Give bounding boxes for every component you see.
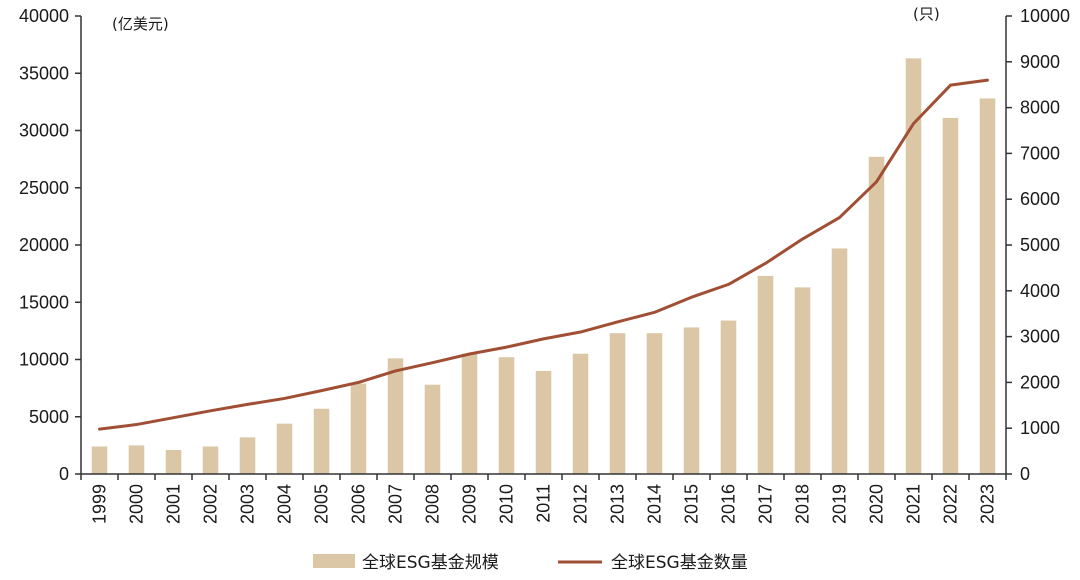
axes-group: 0500010000150002000025000300003500040000… <box>19 6 1070 524</box>
bar-2001 <box>165 449 182 474</box>
left-tick-label: 5000 <box>29 407 69 427</box>
bar-2002 <box>202 446 219 474</box>
legend-label-bar: 全球ESG基金规模 <box>362 553 499 573</box>
right-tick-label: 7000 <box>1020 143 1060 163</box>
legend-swatch-bar <box>313 554 355 568</box>
x-tick-label: 1999 <box>90 484 110 524</box>
x-tick-label: 2022 <box>941 484 961 524</box>
bar-2007 <box>387 358 404 474</box>
x-tick-label: 2006 <box>349 484 369 524</box>
x-tick-label: 2008 <box>423 484 443 524</box>
x-tick-label: 2010 <box>497 484 517 524</box>
left-tick-label: 35000 <box>19 63 69 83</box>
bar-2023 <box>979 98 996 474</box>
left-tick-label: 20000 <box>19 235 69 255</box>
bar-2000 <box>128 445 145 475</box>
bar-2018 <box>794 287 811 474</box>
bar-2006 <box>350 383 367 474</box>
bar-2005 <box>313 408 330 474</box>
right-tick-label: 3000 <box>1020 327 1060 347</box>
bar-2013 <box>609 333 626 474</box>
left-tick-label: 30000 <box>19 121 69 141</box>
bar-2011 <box>535 370 552 474</box>
bar-2014 <box>646 333 663 474</box>
x-tick-label: 2000 <box>127 484 147 524</box>
bar-series-group <box>91 58 996 475</box>
x-tick-label: 2013 <box>608 484 628 524</box>
right-axis-unit: (只) <box>913 5 940 23</box>
x-tick-label: 2011 <box>534 484 554 523</box>
left-tick-label: 40000 <box>19 6 69 26</box>
bar-2012 <box>572 353 589 474</box>
bar-2009 <box>461 353 478 474</box>
bar-2010 <box>498 357 515 474</box>
left-tick-label: 10000 <box>19 350 69 370</box>
bar-2017 <box>757 275 774 474</box>
bar-2008 <box>424 384 441 474</box>
x-tick-label: 2014 <box>645 484 665 524</box>
x-tick-label: 2020 <box>867 484 887 524</box>
bar-2020 <box>868 156 885 474</box>
bar-2003 <box>239 437 256 474</box>
right-tick-label: 10000 <box>1020 6 1070 26</box>
right-tick-label: 4000 <box>1020 281 1060 301</box>
bar-2015 <box>683 327 700 474</box>
x-tick-label: 2012 <box>571 484 591 524</box>
right-tick-label: 8000 <box>1020 98 1060 118</box>
bar-2021 <box>905 58 922 475</box>
right-tick-label: 6000 <box>1020 189 1060 209</box>
right-tick-label: 5000 <box>1020 235 1060 255</box>
right-tick-label: 2000 <box>1020 372 1060 392</box>
line-series-group <box>98 78 989 431</box>
x-tick-label: 2009 <box>460 484 480 524</box>
x-tick-label: 2002 <box>201 484 221 524</box>
x-tick-label: 2016 <box>719 484 739 524</box>
x-tick-label: 2015 <box>682 484 702 524</box>
x-tick-label: 2021 <box>904 484 924 524</box>
right-tick-label: 1000 <box>1020 418 1060 438</box>
x-tick-label: 2003 <box>238 484 258 524</box>
bar-2016 <box>720 320 737 474</box>
x-tick-label: 2004 <box>275 484 295 524</box>
bar-1999 <box>91 446 108 474</box>
right-tick-label: 9000 <box>1020 52 1060 72</box>
left-tick-label: 15000 <box>19 292 69 312</box>
x-tick-label: 2001 <box>164 484 184 524</box>
bar-2022 <box>942 117 959 474</box>
x-tick-label: 2007 <box>386 484 406 524</box>
bar-2019 <box>831 248 848 474</box>
right-tick-label: 0 <box>1020 464 1030 484</box>
left-axis-unit: (亿美元) <box>112 15 169 33</box>
x-tick-label: 2005 <box>312 484 332 524</box>
left-tick-label: 25000 <box>19 178 69 198</box>
x-tick-label: 2018 <box>793 484 813 524</box>
bar-2004 <box>276 423 293 474</box>
legend: 全球ESG基金规模 全球ESG基金数量 <box>313 553 748 573</box>
x-tick-label: 2019 <box>830 484 850 524</box>
x-tick-label: 2023 <box>978 484 998 524</box>
legend-label-line: 全球ESG基金数量 <box>611 553 748 573</box>
left-tick-label: 0 <box>59 464 69 484</box>
x-tick-label: 2017 <box>756 484 776 524</box>
